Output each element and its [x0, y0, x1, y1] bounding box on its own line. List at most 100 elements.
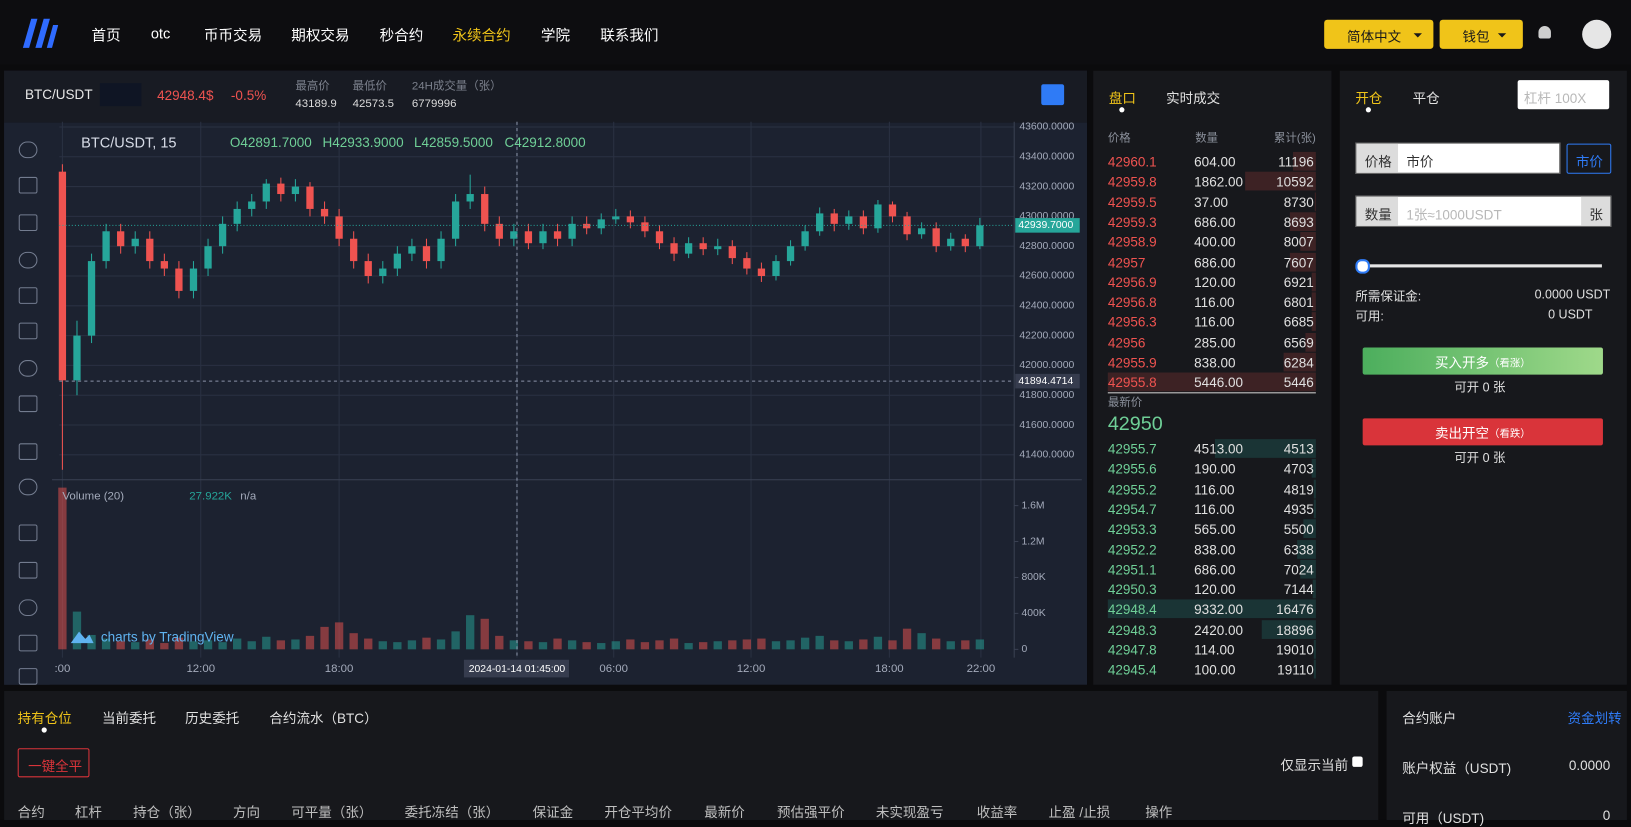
nav-item[interactable]: 秒合约 — [379, 27, 424, 44]
depth-bar — [1297, 539, 1316, 559]
candle-body — [917, 228, 926, 235]
order-price: 42945.4 — [1107, 662, 1157, 678]
orderbook-tab[interactable]: 实时成交 — [1166, 90, 1221, 107]
tool-icon[interactable] — [18, 322, 38, 340]
wallet-button[interactable]: 钱包 — [1439, 19, 1523, 49]
volume-bar — [160, 643, 169, 650]
tool-icon[interactable] — [18, 395, 38, 413]
checkbox[interactable] — [1352, 756, 1363, 767]
y-tick-label: 42400.0000 — [1019, 301, 1074, 312]
avatar[interactable] — [1582, 19, 1612, 49]
tool-icon[interactable] — [18, 214, 38, 232]
caret — [1413, 33, 1422, 41]
order-price: 42956 — [1107, 334, 1146, 351]
candle-body — [393, 253, 401, 269]
crosshair-label: 41894.4714 — [1018, 376, 1073, 387]
volume-bar — [888, 640, 897, 650]
tool-icon[interactable] — [18, 141, 38, 159]
nav-item[interactable]: 学院 — [540, 27, 571, 44]
volume-bar — [917, 633, 926, 650]
candle-body — [903, 216, 911, 235]
candle-body — [743, 258, 751, 269]
order-total: 4703 — [1283, 461, 1314, 477]
orderbook-tab[interactable]: 盘口 — [1108, 90, 1136, 107]
volume-bar — [800, 637, 810, 650]
column-header: 开仓平均价 — [604, 804, 672, 820]
tool-icon[interactable] — [18, 176, 38, 194]
candle-body — [160, 261, 168, 269]
candle-body — [379, 268, 387, 276]
transfer-link[interactable]: 资金划转 — [1567, 710, 1622, 727]
nav-item[interactable]: 永续合约 — [452, 27, 511, 44]
volume-bar — [771, 641, 781, 650]
order-total: 4935 — [1283, 501, 1314, 518]
last-price: 42948.4$ — [157, 87, 214, 104]
chart-title: BTC/USDT, 15 — [81, 135, 176, 151]
tool-icon[interactable] — [18, 360, 38, 377]
tool-icon[interactable] — [18, 634, 38, 652]
volume-bar — [247, 641, 256, 650]
order-qty: 400.00 — [1194, 234, 1236, 250]
tool-icon[interactable] — [18, 287, 38, 304]
volume-bar — [422, 637, 431, 650]
tool-icon[interactable] — [18, 599, 38, 617]
price-field[interactable]: 价格 市价 — [1355, 142, 1561, 174]
column-header: 操作 — [1145, 804, 1173, 820]
depth-bar — [1314, 192, 1316, 211]
volume-bar — [567, 640, 577, 650]
language-button[interactable]: 简体中文 — [1324, 19, 1434, 49]
last-price-tag — [1015, 218, 1080, 233]
y-tick-label: 41600.0000 — [1019, 420, 1074, 431]
column-header: 收益率 — [976, 804, 1018, 820]
nav-item[interactable]: 联系我们 — [600, 27, 659, 44]
order-price: 42950.3 — [1107, 581, 1157, 598]
volume-bar — [393, 642, 402, 650]
volume-bar — [597, 643, 606, 650]
order-total: 19110 — [1277, 662, 1314, 678]
nav-item[interactable]: 币币交易 — [203, 27, 263, 44]
close-all-button[interactable]: 一键全平 — [17, 748, 90, 778]
depth-bar — [1311, 312, 1316, 332]
volume-bar — [203, 640, 213, 650]
tool-icon[interactable] — [18, 251, 38, 269]
candle-body — [714, 246, 722, 250]
market-button[interactable]: 市价 — [1566, 143, 1612, 174]
positions-tab[interactable]: 历史委托 — [185, 710, 240, 727]
tool-icon[interactable] — [18, 443, 38, 460]
order-qty: 1862.00 — [1194, 174, 1244, 190]
positions-tab[interactable]: 合约流水（BTC） — [269, 710, 378, 727]
qty-field[interactable]: 数量 1张≈1000USDT 张 — [1355, 195, 1612, 227]
nav-item[interactable]: 期权交易 — [291, 27, 350, 44]
candle-body — [451, 201, 460, 239]
candle-body — [204, 246, 212, 269]
color-toggle[interactable] — [1041, 84, 1065, 106]
sell-hint: （看跌） — [1489, 428, 1531, 440]
order-total: 4513 — [1283, 441, 1314, 457]
nav-item[interactable]: otc — [150, 24, 171, 42]
leverage-input[interactable]: 杠杆 100X — [1517, 80, 1610, 110]
tool-icon[interactable] — [18, 524, 38, 542]
tool-icon[interactable] — [18, 478, 38, 496]
depth-bar — [1289, 212, 1316, 231]
tool-icon[interactable] — [18, 668, 38, 685]
crosshair-time-tag — [463, 659, 569, 678]
volume-bar — [349, 633, 358, 650]
order-qty: 838.00 — [1194, 541, 1236, 558]
sell-button[interactable]: 卖出开空 （看跌） — [1362, 418, 1603, 446]
positions-tab[interactable]: 持有仓位 — [17, 710, 72, 727]
avail-label: 可用: — [1355, 309, 1384, 324]
bell-icon[interactable] — [1538, 26, 1551, 39]
slider-track[interactable] — [1362, 264, 1602, 268]
nav-item[interactable]: 首页 — [91, 27, 121, 44]
y-tick-label: 42800.0000 — [1019, 241, 1074, 252]
buy-button[interactable]: 买入开多 （看涨） — [1362, 347, 1603, 375]
tool-icon[interactable] — [18, 561, 38, 579]
trade-tab[interactable]: 平仓 — [1412, 90, 1440, 107]
column-header: 最新价 — [704, 804, 745, 820]
positions-tab[interactable]: 当前委托 — [101, 710, 157, 727]
volume-last: 27.922K — [189, 490, 232, 502]
trade-tab[interactable]: 开仓 — [1355, 90, 1383, 107]
x-tick-label: 12:00 — [737, 663, 766, 675]
slider-handle[interactable] — [1355, 259, 1370, 274]
volume-bar — [407, 640, 417, 650]
